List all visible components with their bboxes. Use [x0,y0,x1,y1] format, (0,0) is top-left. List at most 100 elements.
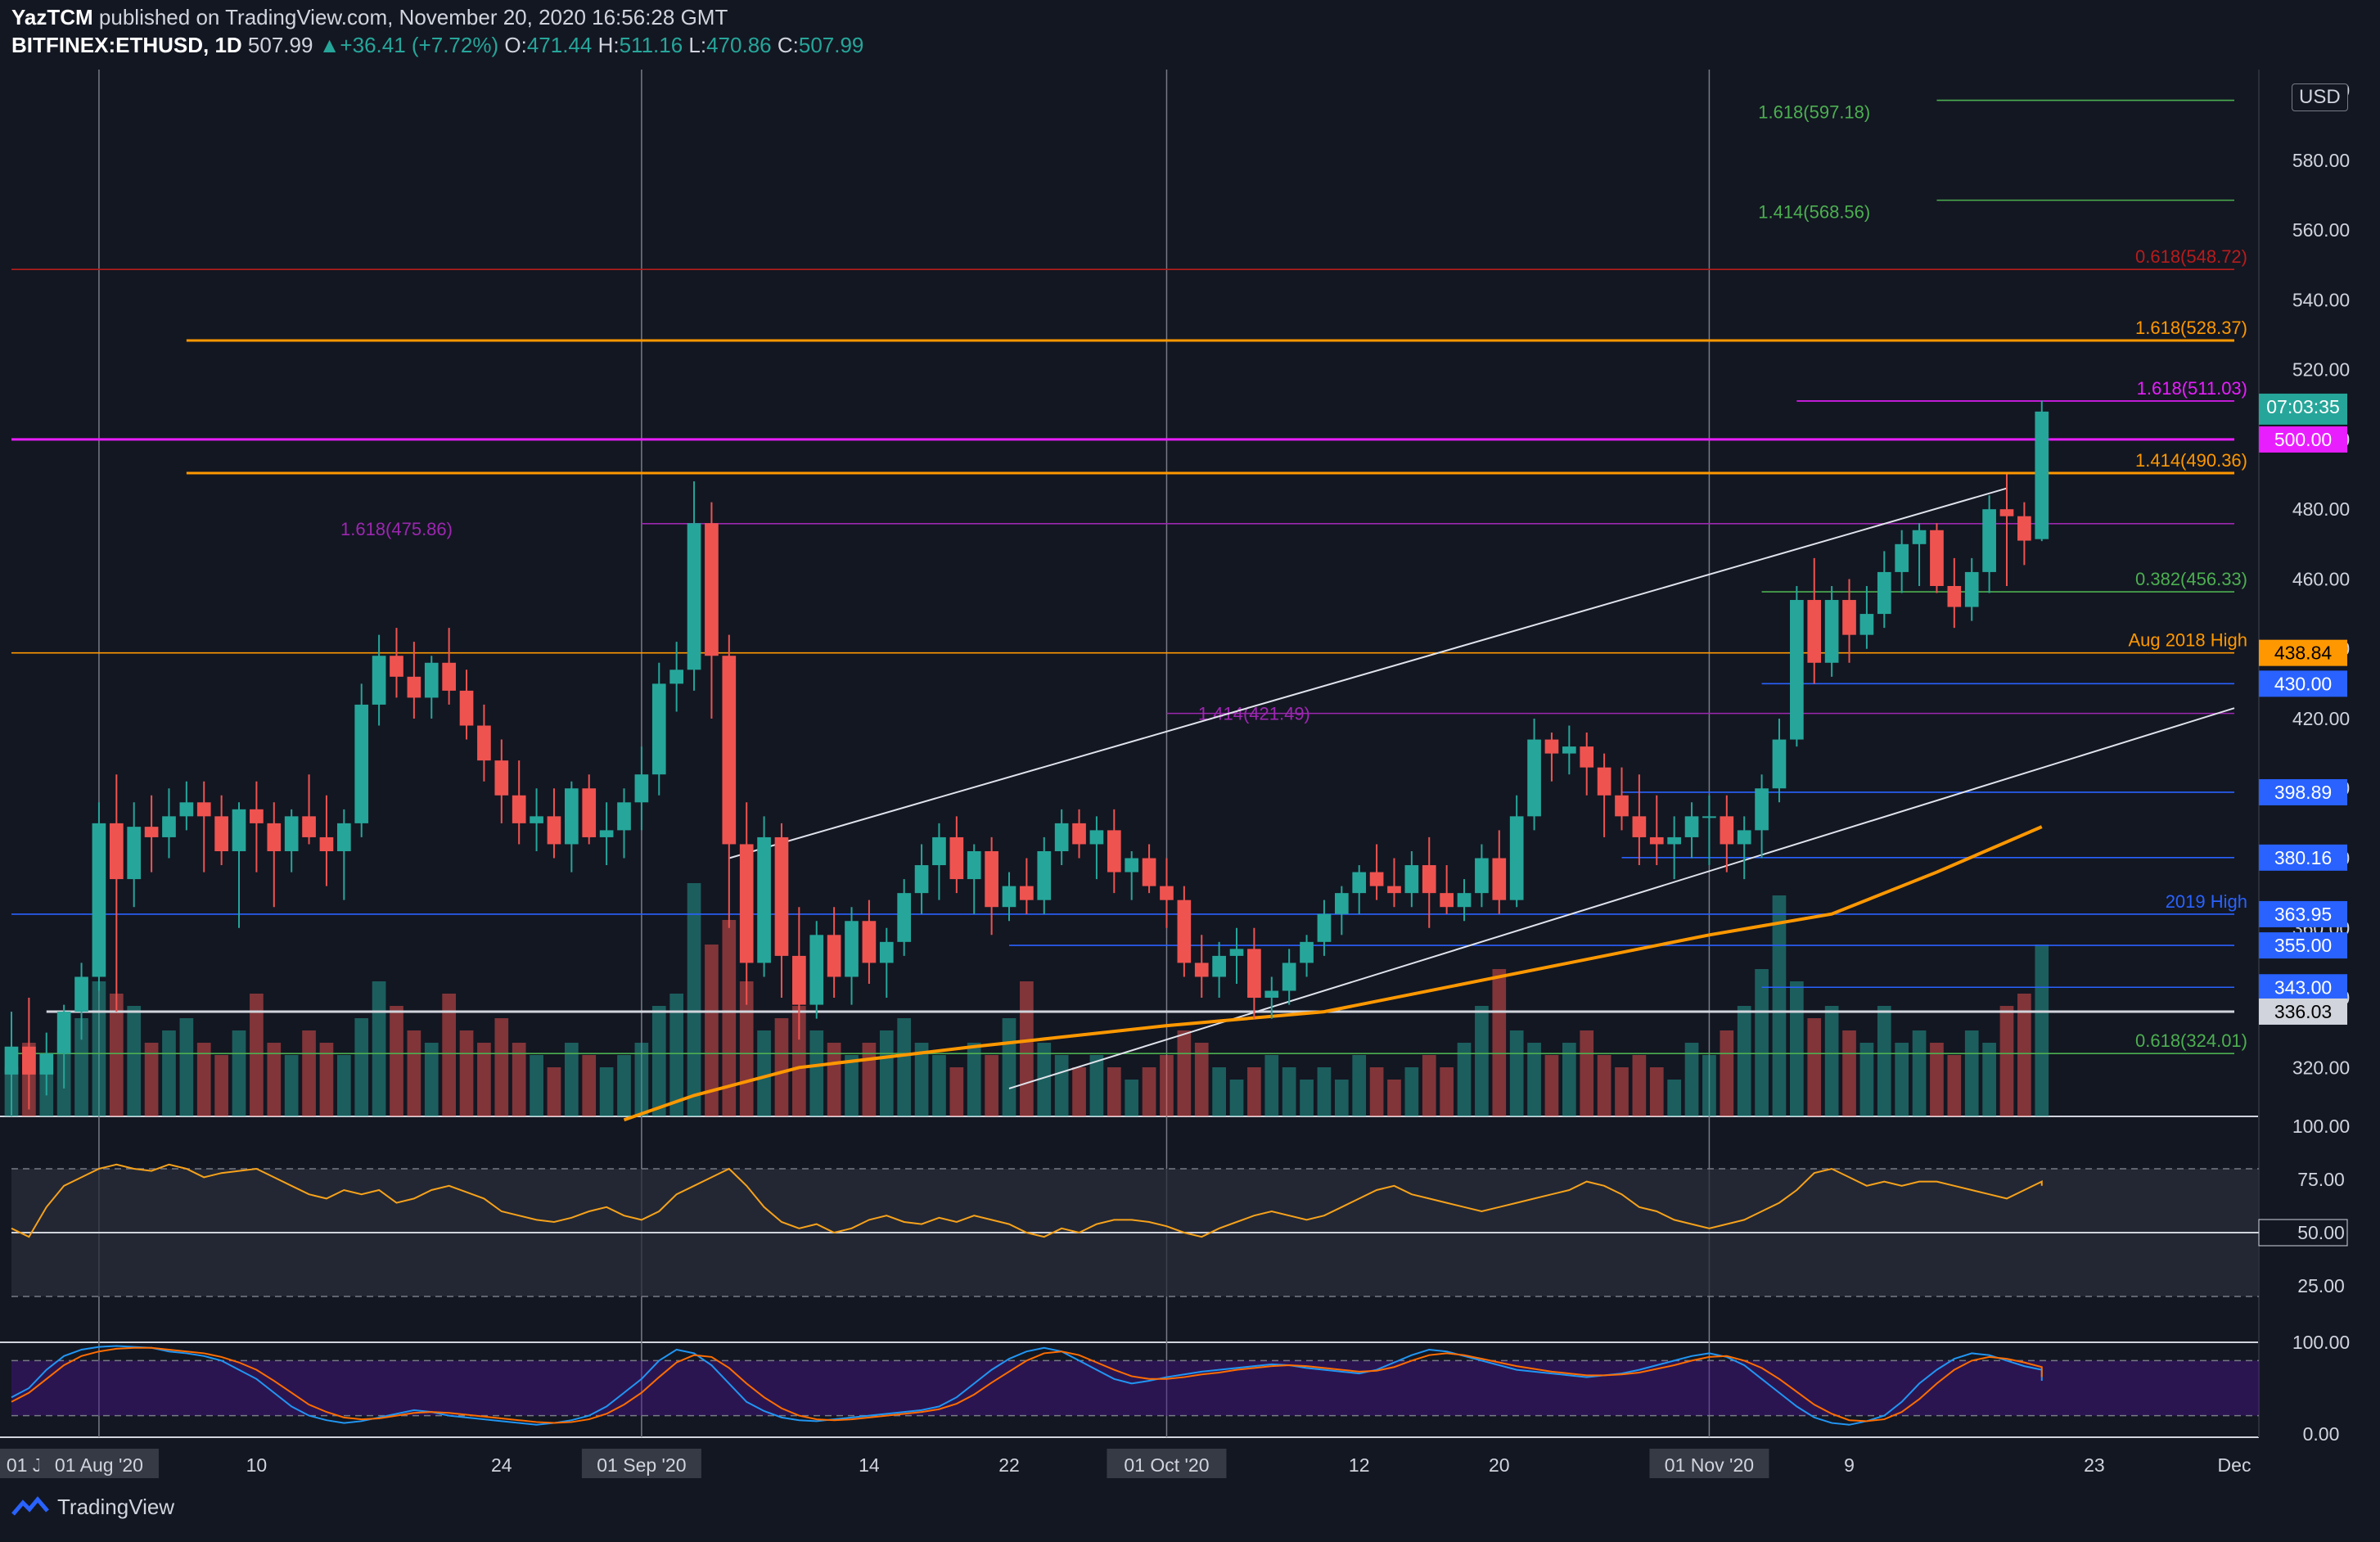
level-label: 1.618(528.37) [2135,318,2247,338]
candle-body [92,823,106,977]
stoch-band [11,1360,2259,1416]
candle-body [1212,955,1226,977]
candle-body [1072,823,1086,845]
candle-body [1895,543,1909,572]
candle-body [250,809,264,823]
volume-bar [162,1030,176,1116]
price-tag [2259,900,2347,927]
price-tag-label: 438.84 [2274,642,2333,664]
volume-bar [1334,1080,1349,1116]
last-price: 507.99 [247,33,313,57]
high-value: 511.16 [619,33,683,57]
candle-body [722,656,737,845]
price-tick-label: 580.00 [2292,150,2350,171]
rsi-line [11,1163,2043,1238]
candle-body [22,1046,36,1075]
candle-body [74,976,88,1012]
price-tag-label: 07:03:35 [2266,396,2340,417]
candle-body [914,865,929,894]
candle-body [39,1053,54,1075]
price-tag [2259,998,2347,1025]
volume-bar [1930,1043,1944,1116]
symbol-legend: BITFINEX:ETHUSD, 1D 507.99 ▲+36.41 (+7.7… [11,33,863,58]
candle-body [949,836,964,880]
volume-bar [722,920,737,1116]
volume-bar [232,1030,246,1116]
price-tick-label: 320.00 [2292,1057,2350,1078]
close-label: C: [777,33,799,57]
footer-brand[interactable]: TradingView [11,1495,174,1520]
date-tick-label: 23 [2084,1454,2105,1476]
candle-body [1544,739,1559,754]
candle-body [599,830,614,837]
price-tag-label: 355.00 [2274,935,2332,956]
rsi-tick-label: 50.00 [2297,1222,2345,1243]
candle-body [4,1046,19,1075]
publish-line: YazTCM published on TradingView.com, Nov… [11,5,728,30]
volume-bar [1807,1018,1822,1116]
candle-body [1702,816,1716,818]
candle-body [1720,816,1734,845]
volume-bar [92,981,106,1116]
volume-bar [494,1018,509,1116]
volume-bar [1544,1055,1559,1116]
volume-bar [1720,1030,1734,1116]
symbol-name[interactable]: BITFINEX:ETHUSD, 1D [11,33,242,57]
volume-bar [1632,1055,1647,1116]
candle-body [530,816,543,823]
candle-body [1509,816,1524,900]
low-value: 470.86 [706,33,772,57]
candle-body [179,802,194,817]
price-tick-label: 540.00 [2292,289,2350,310]
candle-body [1369,872,1384,886]
volume-bar [1492,969,1507,1116]
volume-bar [757,1030,771,1116]
open-value: 471.44 [526,33,593,57]
candle-body [1037,850,1052,900]
candle-body [144,827,159,837]
candle-body [372,656,386,705]
volume-bar [1790,981,1804,1116]
volume-bar [1457,1043,1472,1116]
candle-body [1387,886,1401,894]
candle-body [214,816,228,851]
level-label: 1.618(475.86) [340,519,453,539]
price-tag [2259,844,2347,871]
date-tick-label: 20 [1489,1454,1510,1476]
volume-bar [214,1055,228,1116]
volume-bar [442,994,456,1116]
candle-body [1667,836,1681,845]
channel-line [728,487,2008,859]
candle-body [1684,816,1699,837]
level-label: 1.618(511.03) [2137,378,2247,399]
candle-body [1842,600,1856,635]
candle-body [1300,941,1314,963]
volume-bar [1212,1067,1226,1116]
candle-body [319,836,334,851]
currency-label[interactable]: USD [2292,83,2348,111]
candle-body [687,523,701,670]
candle-body [1737,830,1751,845]
author-name[interactable]: YazTCM [11,5,93,29]
date-tick-label: 22 [998,1454,1020,1476]
date-tag [1107,1449,1227,1478]
date-tag [38,1449,159,1478]
candle-body [1177,900,1192,963]
candle-body [1475,858,1489,894]
date-tick-label: Dec [2218,1454,2252,1476]
volume-bar [407,1030,421,1116]
price-tick-label: 420.00 [2292,708,2350,729]
level-label: 0.618(324.01) [2135,1030,2247,1051]
volume-bar [1877,1006,1891,1116]
volume-bar [1037,1043,1052,1116]
volume-bar [354,1018,369,1116]
rsi-tick-label: 25.00 [2297,1275,2345,1296]
candle-body [1597,767,1611,796]
volume-bar [127,1006,142,1116]
volume-bar [967,1043,981,1116]
candle-body [739,844,754,963]
volume-bar [1527,1043,1541,1116]
date-tick-label: 01 Aug '20 [55,1454,143,1476]
candle-body [442,662,456,691]
